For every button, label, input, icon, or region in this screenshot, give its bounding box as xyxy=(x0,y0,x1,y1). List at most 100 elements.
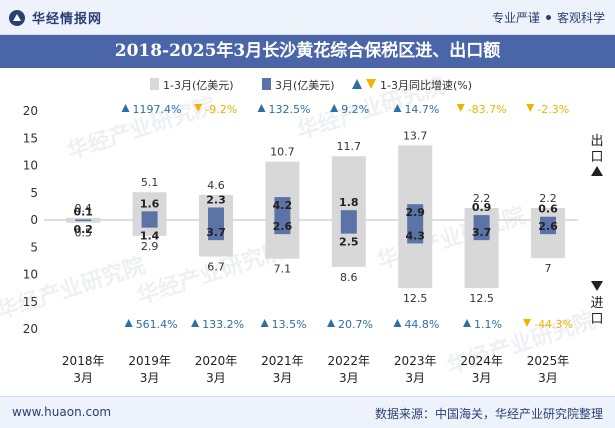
data-label-export-month: 2.3 xyxy=(206,193,226,206)
bar-export-month xyxy=(208,207,224,220)
data-label-import-month: 1.4 xyxy=(140,230,160,243)
legend-swatch-ytd xyxy=(150,78,159,90)
bar-export-month xyxy=(540,216,556,220)
growth-export-up-triangle-icon xyxy=(121,104,130,112)
watermark-text: 华经产业研究院 xyxy=(0,252,148,324)
bar-export-month xyxy=(473,215,490,220)
growth-import-up-triangle-icon xyxy=(393,319,402,327)
y-tick-label: 10 xyxy=(23,268,38,282)
bar-import-month xyxy=(540,220,556,235)
legend-label-growth: 1-3月同比增速(%) xyxy=(380,78,472,92)
bar-export-month xyxy=(141,211,158,220)
bar-import-ytd xyxy=(132,220,167,236)
bar-import-month xyxy=(473,220,490,241)
x-tick-label-year: 2022年 xyxy=(328,354,371,368)
bar-import-month xyxy=(407,220,424,244)
legend-label-ytd: 1-3月(亿美元) xyxy=(163,79,234,92)
data-label-export-month: 0.1 xyxy=(73,205,93,218)
footer-source: 数据来源：中国海关，华经产业研究院整理 xyxy=(374,407,603,421)
data-label-import-ytd: 12.5 xyxy=(403,292,428,305)
growth-export-label: -9.2% xyxy=(205,103,237,116)
bar-export-ytd xyxy=(331,156,366,220)
data-label-export-ytd: 13.7 xyxy=(403,129,428,142)
brand-logo-icon xyxy=(9,9,25,26)
bar-export-ytd xyxy=(66,217,101,220)
growth-import-up-triangle-icon xyxy=(124,319,133,327)
y-tick-label: 20 xyxy=(23,104,38,118)
x-tick-label-month: 3月 xyxy=(339,371,359,385)
x-tick-label-month: 3月 xyxy=(73,371,93,385)
growth-import-down-triangle-icon xyxy=(523,319,532,327)
footer: www.huaon.com 数据来源：中国海关，华经产业研究院整理 xyxy=(0,396,615,428)
x-tick-label-month: 3月 xyxy=(472,371,492,385)
legend-swatch-month xyxy=(262,78,271,90)
data-label-import-month: 4.3 xyxy=(405,229,425,242)
slogan-right: 客观科学 xyxy=(556,11,605,25)
legend-up-triangle-icon xyxy=(352,79,362,89)
growth-export-label: 14.7% xyxy=(404,103,439,116)
data-label-export-ytd: 10.7 xyxy=(270,146,295,159)
growth-export-label: -2.3% xyxy=(537,103,569,116)
data-label-import-month: 3.7 xyxy=(472,226,492,239)
growth-import-label: 561.4% xyxy=(136,318,178,331)
x-tick-label-month: 3月 xyxy=(538,371,558,385)
growth-import-label: -44.3% xyxy=(534,318,573,331)
y-tick-label: 5 xyxy=(30,186,38,200)
data-label-export-month: 0.6 xyxy=(538,203,558,216)
y-tick-label: 5 xyxy=(30,240,38,254)
data-label-import-month: 2.5 xyxy=(339,236,359,249)
y-tick-label: 10 xyxy=(23,159,38,173)
x-tick-label-year: 2025年 xyxy=(527,354,570,368)
legend-label-month: 3月(亿美元) xyxy=(275,79,335,92)
data-label-export-ytd: 4.6 xyxy=(207,179,225,192)
x-tick-label-year: 2021年 xyxy=(261,354,304,368)
growth-import-label: 20.7% xyxy=(338,318,373,331)
data-label-export-ytd: 2.2 xyxy=(539,192,557,205)
x-tick-label-month: 3月 xyxy=(405,371,425,385)
growth-export-down-triangle-icon xyxy=(194,104,203,112)
growth-import-label: 13.5% xyxy=(272,318,307,331)
footer-url: www.huaon.com xyxy=(12,405,112,419)
x-tick-label-year: 2018年 xyxy=(62,354,105,368)
y-tick-label: 15 xyxy=(23,131,38,145)
growth-export-up-triangle-icon xyxy=(393,104,402,112)
bar-import-month xyxy=(340,220,357,234)
x-tick-label-year: 2024年 xyxy=(460,354,503,368)
growth-export-up-triangle-icon xyxy=(257,104,266,112)
data-label-import-month: 0.2 xyxy=(73,223,93,236)
header-bar: 华经情报网 专业严谨 客观科学 xyxy=(0,0,615,35)
bar-export-ytd xyxy=(464,208,499,220)
data-label-import-month: 2.6 xyxy=(273,220,293,233)
bar-export-month xyxy=(274,197,291,220)
watermark-text: 华经产业研究院 xyxy=(374,202,529,274)
growth-export-label: 9.2% xyxy=(341,103,369,116)
export-arrow-up-icon xyxy=(591,166,603,176)
growth-export-up-triangle-icon xyxy=(330,104,339,112)
import-arrow-down-icon xyxy=(591,281,603,291)
data-label-import-month: 3.7 xyxy=(206,226,226,239)
side-label-import-char: 进 xyxy=(590,296,603,311)
y-tick-label: 20 xyxy=(23,322,38,336)
bar-import-month xyxy=(141,220,158,228)
data-label-import-ytd: 0.5 xyxy=(74,227,92,240)
growth-import-label: 133.2% xyxy=(202,318,244,331)
separator-dot-icon xyxy=(545,15,551,20)
growth-export-label: 1197.4% xyxy=(133,103,182,116)
growth-import-up-triangle-icon xyxy=(191,319,200,327)
data-label-export-month: 1.8 xyxy=(339,196,359,209)
data-label-export-ytd: 2.2 xyxy=(473,192,491,205)
side-label-import-char: 口 xyxy=(590,312,603,327)
bar-export-ytd xyxy=(531,208,565,220)
slogan-left: 专业严谨 xyxy=(491,11,540,25)
data-label-import-month: 2.6 xyxy=(538,220,558,233)
brand: 华经情报网 xyxy=(8,8,102,27)
x-tick-label-month: 3月 xyxy=(140,371,160,385)
data-label-import-ytd: 7 xyxy=(545,262,552,275)
data-label-import-ytd: 2.9 xyxy=(141,240,159,253)
growth-import-up-triangle-icon xyxy=(463,319,471,327)
data-label-export-ytd: 5.1 xyxy=(141,176,159,189)
bar-export-month xyxy=(407,204,424,220)
growth-export-label: 132.5% xyxy=(269,103,311,116)
growth-export-down-triangle-icon xyxy=(526,104,535,112)
